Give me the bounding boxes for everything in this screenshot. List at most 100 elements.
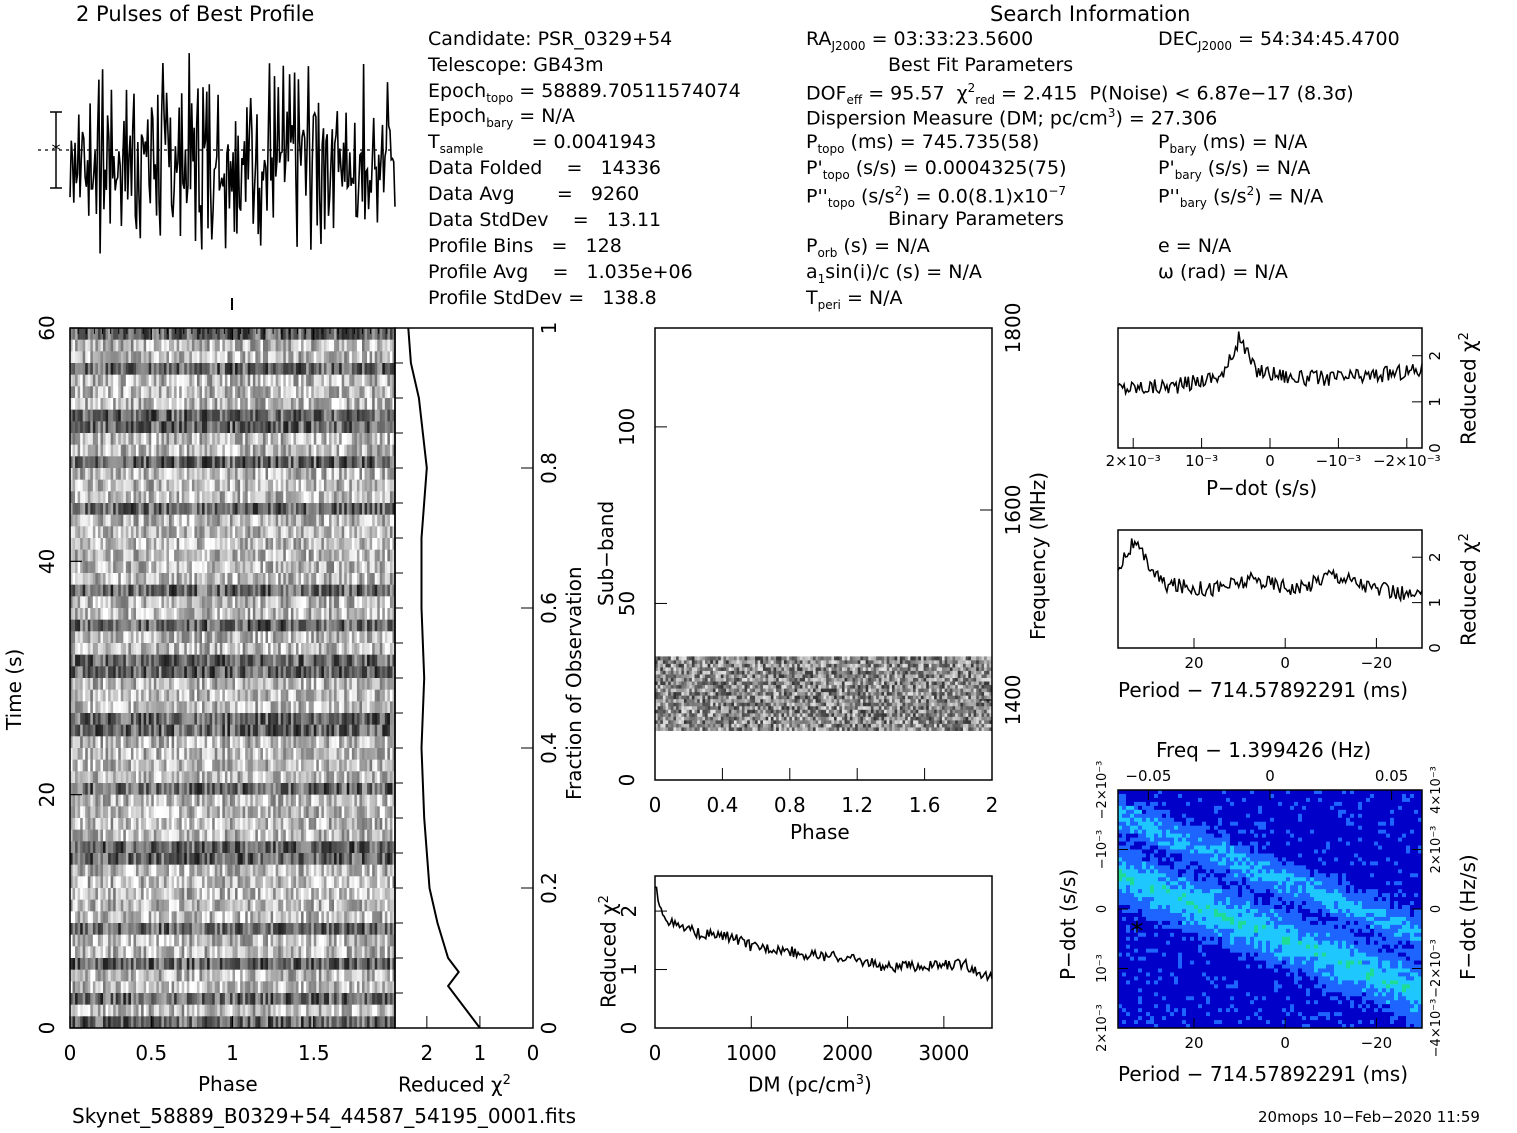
period-axis-label: Period − 714.57892291 (ms) xyxy=(1118,678,1409,702)
ppdot-best-marker: * xyxy=(1131,917,1144,947)
fraction-tick-label: 0 xyxy=(537,1022,561,1035)
fdot-y-tick-label: 4×10⁻³ xyxy=(1429,766,1444,814)
pd-bary-info: P'bary (s/s) = N/A xyxy=(1158,157,1311,182)
ppdot-y-tick-label: 2×10⁻³ xyxy=(1095,1004,1110,1052)
t-peri-info: Tperi = N/A xyxy=(806,287,903,312)
dm-tick-label: 0 xyxy=(649,1041,662,1065)
phase-tick-label: 0 xyxy=(64,1041,77,1065)
subband-frame xyxy=(654,327,993,781)
fraction-tick-label: 0.4 xyxy=(537,732,561,764)
frequency-axis-label: Frequency (MHz) xyxy=(1026,471,1050,640)
profile-line xyxy=(69,53,396,254)
dm-axis-label: DM (pc/cm3) xyxy=(748,1072,872,1097)
ppdot-x-tick-label: 20 xyxy=(1184,1034,1203,1052)
fdot-y-tick-label: 0 xyxy=(1429,905,1444,913)
profile-errorbar-star: * xyxy=(52,140,61,161)
subband-tick-label: 100 xyxy=(615,408,639,446)
dm-y-tick-label: 0 xyxy=(617,1022,641,1035)
phase-tick-label: 1.5 xyxy=(298,1041,330,1065)
a1sin-info: a1sin(i)/c (s) = N/A xyxy=(806,261,982,286)
fdot-y-tick-label: −2×10⁻³ xyxy=(1429,939,1444,998)
period-chi-x-tick-label: −20 xyxy=(1361,654,1393,672)
time-tick-label: 40 xyxy=(35,549,59,574)
fdot-y-tick-label: 2×10⁻³ xyxy=(1429,826,1444,874)
chi-tick-label: 2 xyxy=(420,1041,433,1065)
fraction-tick-label: 1 xyxy=(537,322,561,335)
ppdot-x-tick-label: 0 xyxy=(1280,1034,1290,1052)
data-stddev-info: Data StdDev = 13.11 xyxy=(428,209,662,231)
pdot-chi-curve xyxy=(1117,331,1423,397)
dm-tick-label: 1000 xyxy=(726,1041,777,1065)
filename-footer: Skynet_58889_B0329+54_44587_54195_0001.f… xyxy=(72,1104,577,1128)
frequency-tick-label: 1600 xyxy=(1001,485,1025,536)
chi-fraction-frame xyxy=(394,327,534,1029)
subband-tick-label: 0 xyxy=(615,774,639,787)
frequency-tick-label: 1800 xyxy=(1001,303,1025,354)
time-tick-label: 60 xyxy=(35,315,59,340)
dm-info: Dispersion Measure (DM; pc/cm3) = 27.306 xyxy=(806,106,1218,130)
subband-image xyxy=(655,656,993,731)
ppdot-y-tick-label: 0 xyxy=(1095,905,1110,913)
subband-phase-tick-label: 0.8 xyxy=(774,793,806,817)
fdot-axis-label: F−dot (Hz/s) xyxy=(1456,854,1480,980)
subband-tick-label: 50 xyxy=(615,591,639,616)
omega-info: ω (rad) = N/A xyxy=(1158,261,1288,283)
chi-tick-label: 1 xyxy=(474,1041,487,1065)
profile-avg-info: Profile Avg = 1.035e+06 xyxy=(428,261,693,283)
dm-curve xyxy=(654,886,993,983)
ppdot-map xyxy=(1118,790,1423,1029)
fdot-y-tick-label: −4×10⁻³ xyxy=(1429,999,1444,1058)
time-phase-image xyxy=(70,328,396,1029)
dec-info: DECJ2000 = 54:34:45.4700 xyxy=(1158,28,1400,53)
subband-phase-tick-label: 0.4 xyxy=(706,793,738,817)
time-tick-label: 0 xyxy=(35,1022,59,1035)
pd-topo-info: P'topo (s/s) = 0.0004325(75) xyxy=(806,157,1067,182)
phase2-axis-label: Phase xyxy=(790,820,850,844)
telescope-info: Telescope: GB43m xyxy=(428,54,604,76)
t-sample-info: Tsample = 0.0041943 xyxy=(428,131,657,156)
binary-title: Binary Parameters xyxy=(888,208,1064,230)
ppdot-y-tick-label: −10⁻³ xyxy=(1095,830,1110,870)
pdot-reduced-axis-label: Reduced χ2 xyxy=(1456,332,1481,445)
chi-tick-label: 0 xyxy=(527,1041,540,1065)
fraction-tick-label: 0.2 xyxy=(537,872,561,904)
data-avg-info: Data Avg = 9260 xyxy=(428,183,640,205)
dm-y-tick-label: 1 xyxy=(617,963,641,976)
ppdot-y-tick-label: 10⁻³ xyxy=(1095,954,1110,983)
phase-tick-label: 0.5 xyxy=(135,1041,167,1065)
profile-title: 2 Pulses of Best Profile xyxy=(76,2,315,26)
freq-x-tick-label: −0.05 xyxy=(1125,767,1171,785)
freq-x-tick-label: 0.05 xyxy=(1375,767,1408,785)
freq-axis-label: Freq − 1.399426 (Hz) xyxy=(1156,738,1372,762)
pdd-topo-info: P''topo (s/s2) = 0.0(8.1)x10−7 xyxy=(806,184,1067,211)
pdot-axis-label: P−dot (s/s) xyxy=(1206,476,1318,500)
ra-info: RAJ2000 = 03:33:23.5600 xyxy=(806,28,1034,53)
pdot-chi-y-tick-label: 1 xyxy=(1426,397,1444,407)
epoch-bary-info: Epochbary = N/A xyxy=(428,105,575,130)
profile-stddev-info: Profile StdDev = 138.8 xyxy=(428,287,657,309)
timestamp-footer: 20mops 10−Feb−2020 11:59 xyxy=(1258,1108,1480,1126)
p-topo-info: Ptopo (ms) = 745.735(58) xyxy=(806,131,1040,156)
subband-phase-tick-label: 1.6 xyxy=(909,793,941,817)
pdot-chi-x-tick-label: 0 xyxy=(1265,452,1275,470)
ppdot-x-tick-label: −20 xyxy=(1361,1034,1393,1052)
fraction-tick-label: 0.8 xyxy=(537,452,561,484)
fraction-axis-label: Fraction of Observation xyxy=(562,566,586,800)
epoch-topo-info: Epochtopo = 58889.70511574074 xyxy=(428,80,741,105)
subband-phase-tick-label: 1.2 xyxy=(841,793,873,817)
p-orb-info: Porb (s) = N/A xyxy=(806,235,930,260)
subband-axis-label: Sub−band xyxy=(594,500,618,606)
search-info-title: Search Information xyxy=(990,2,1191,26)
pdot-chi-x-tick-label: 10⁻³ xyxy=(1185,452,1218,470)
profile-bins-info: Profile Bins = 128 xyxy=(428,235,622,257)
p-bary-info: Pbary (ms) = N/A xyxy=(1158,131,1308,156)
subband-phase-tick-label: 2 xyxy=(986,793,999,817)
best-fit-title: Best Fit Parameters xyxy=(888,54,1074,76)
ppdot-y-tick-label: −2×10⁻³ xyxy=(1095,761,1110,820)
pdot-chi-x-tick-label: −10⁻³ xyxy=(1316,452,1362,470)
subband-phase-tick-label: 0 xyxy=(649,793,662,817)
e-info: e = N/A xyxy=(1158,235,1232,257)
dm-frame xyxy=(654,875,993,1029)
chi-fraction-line xyxy=(407,327,481,1029)
freq-x-tick-label: 0 xyxy=(1265,767,1275,785)
